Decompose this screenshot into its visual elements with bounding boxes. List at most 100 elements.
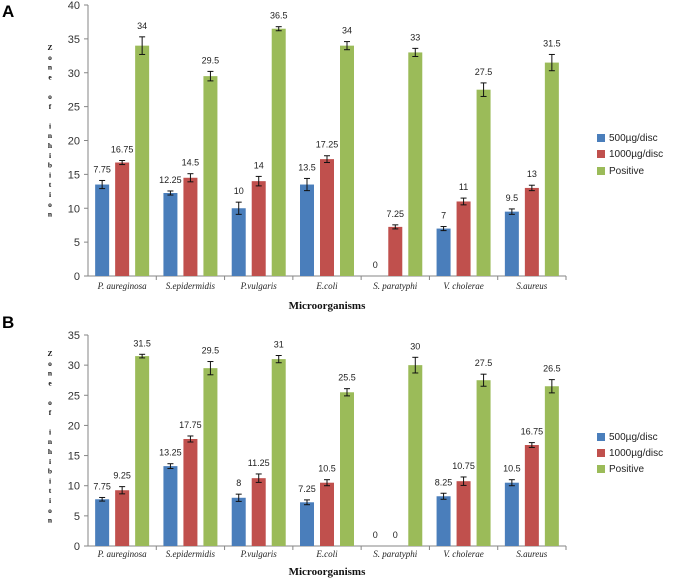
bar-1000gdisc xyxy=(320,159,334,276)
bar-500gdisc xyxy=(436,496,451,546)
data-label: 14 xyxy=(254,160,264,170)
data-label: 17.75 xyxy=(179,420,202,430)
data-label: 29.5 xyxy=(202,346,220,356)
data-label: 0 xyxy=(393,530,398,540)
data-label: 8.25 xyxy=(435,477,453,487)
data-label: 31.5 xyxy=(133,338,151,348)
data-label: 31.5 xyxy=(543,38,561,48)
data-label: 12.25 xyxy=(159,175,182,185)
legend-label: 500µg/disc xyxy=(609,432,658,443)
bar-500gdisc xyxy=(95,499,110,546)
bar-positive xyxy=(340,45,354,277)
legend-swatch xyxy=(597,433,605,441)
y-tick-label: 15 xyxy=(68,169,80,181)
y-tick-label: 20 xyxy=(68,136,80,148)
bar-positive xyxy=(340,392,354,546)
legend-swatch xyxy=(597,465,605,473)
data-label: 29.5 xyxy=(202,55,220,65)
bar-positive xyxy=(408,52,423,276)
bar-1000gdisc xyxy=(251,181,266,276)
data-label: 11 xyxy=(459,182,468,192)
bar-positive xyxy=(408,365,423,546)
bar-positive xyxy=(544,62,559,277)
legend-swatch xyxy=(597,150,605,158)
x-tick-label: S.aureus xyxy=(516,281,547,291)
bar-positive xyxy=(135,356,150,546)
y-tick-label: 20 xyxy=(68,420,80,432)
legend-label: Positive xyxy=(609,166,644,177)
bar-positive xyxy=(544,386,559,546)
legend-label: Positive xyxy=(609,464,644,475)
y-tick-label: 0 xyxy=(74,271,80,283)
bar-positive xyxy=(271,359,286,546)
legend-swatch xyxy=(597,167,605,175)
y-tick-label: 15 xyxy=(68,451,80,463)
data-label: 14.5 xyxy=(182,158,200,168)
bar-1000gdisc xyxy=(115,162,130,276)
y-tick-label: 30 xyxy=(68,68,80,80)
bar-500gdisc xyxy=(231,208,246,276)
chart-panel-B: B 0 5 10 15 20 25 30 35 P. aureginosa 7.759.25 31.5… xyxy=(2,313,663,578)
y-tick-label: 35 xyxy=(68,34,80,46)
bar-1000gdisc xyxy=(320,482,334,546)
bar-1000gdisc xyxy=(456,201,471,276)
data-label: 7.75 xyxy=(93,164,111,174)
data-label: 0 xyxy=(373,530,378,540)
y-tick-label: 35 xyxy=(68,330,80,342)
x-tick-label: S.aureus xyxy=(516,549,547,559)
data-label: 13 xyxy=(527,169,537,179)
data-label: 9.5 xyxy=(506,193,519,203)
x-tick-label: V. cholerae xyxy=(443,281,483,291)
data-label: 31 xyxy=(274,339,284,349)
x-tick-label: E.coli xyxy=(315,281,338,291)
data-label: 34 xyxy=(137,21,147,31)
y-tick-label: 25 xyxy=(68,102,80,114)
y-tick-label: 10 xyxy=(68,203,80,215)
bar-positive xyxy=(203,368,218,546)
bar-500gdisc xyxy=(436,228,451,276)
bar-500gdisc xyxy=(300,184,314,276)
bar-1000gdisc xyxy=(456,481,471,546)
data-label: 13.25 xyxy=(159,448,182,458)
bar-1000gdisc xyxy=(183,177,198,276)
data-label: 10.5 xyxy=(318,464,336,474)
x-axis-title: Microorganisms xyxy=(289,566,367,578)
x-tick-label: S.epidermidis xyxy=(166,281,216,291)
bar-1000gdisc xyxy=(388,226,403,276)
legend-swatch xyxy=(597,134,605,142)
data-label: 10.75 xyxy=(452,461,475,471)
legend-swatch xyxy=(597,449,605,457)
x-tick-label: P. aureginosa xyxy=(97,549,148,559)
bar-1000gdisc xyxy=(115,490,130,546)
legend-label: 1000µg/disc xyxy=(609,149,663,160)
x-tick-label: S.epidermidis xyxy=(166,549,216,559)
bar-positive xyxy=(476,380,491,546)
y-tick-label: 5 xyxy=(74,511,80,523)
data-label: 34 xyxy=(342,26,352,36)
bar-500gdisc xyxy=(231,497,246,546)
data-label: 33 xyxy=(410,32,420,42)
bar-500gdisc xyxy=(163,193,178,276)
x-tick-label: P.vulgaris xyxy=(240,281,278,291)
data-label: 13.5 xyxy=(298,162,316,172)
x-tick-label: E.coli xyxy=(315,549,338,559)
bar-1000gdisc xyxy=(524,187,539,276)
data-label: 7.25 xyxy=(298,484,316,494)
bar-500gdisc xyxy=(504,211,519,276)
legend-label: 500µg/disc xyxy=(609,133,658,144)
bar-1000gdisc xyxy=(524,445,539,546)
data-label: 25.5 xyxy=(338,373,356,383)
bar-positive xyxy=(271,28,286,277)
bar-positive xyxy=(135,45,150,277)
data-label: 17.25 xyxy=(316,140,339,150)
bar-positive xyxy=(476,89,491,276)
bar-500gdisc xyxy=(300,502,314,546)
data-label: 7.75 xyxy=(93,481,111,491)
data-label: 16.75 xyxy=(111,144,134,154)
y-tick-label: 10 xyxy=(68,481,80,493)
panel-letter: B xyxy=(2,313,14,332)
